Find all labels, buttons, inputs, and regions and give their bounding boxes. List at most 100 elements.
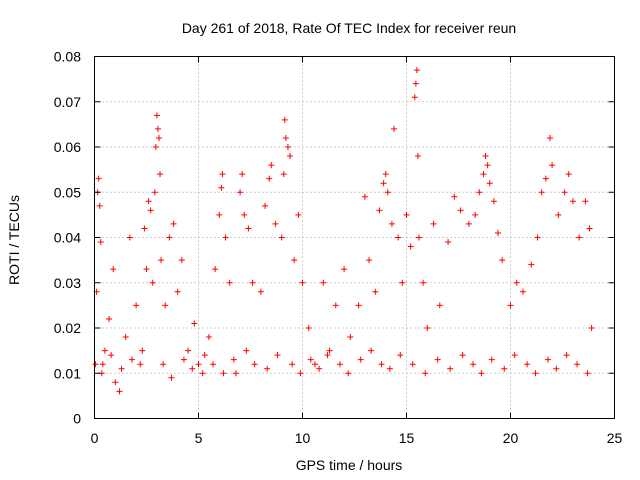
data-point <box>407 243 414 250</box>
data-point <box>451 193 458 200</box>
data-point <box>472 211 479 218</box>
data-point <box>141 225 148 232</box>
data-point <box>320 279 327 286</box>
data-point <box>511 352 518 359</box>
data-point <box>547 134 554 141</box>
x-tick-label: 10 <box>295 430 311 446</box>
data-point <box>576 234 583 241</box>
data-point <box>574 361 581 368</box>
data-point <box>158 257 165 264</box>
data-point <box>287 153 294 160</box>
data-point <box>345 370 352 377</box>
data-point <box>412 80 419 87</box>
data-point <box>384 189 391 196</box>
data-point <box>239 171 246 178</box>
data-point <box>116 388 123 395</box>
grid-lines <box>94 56 615 419</box>
data-point <box>388 220 395 227</box>
x-tick-labels: 0 5 10 15 20 25 <box>91 430 623 446</box>
data-point <box>430 220 437 227</box>
data-point <box>409 361 416 368</box>
data-point <box>189 365 196 372</box>
data-point <box>395 234 402 241</box>
data-point <box>278 234 285 241</box>
data-point <box>180 356 187 363</box>
data-point <box>95 175 102 182</box>
data-point <box>524 361 531 368</box>
data-point <box>569 198 576 205</box>
data-point <box>137 361 144 368</box>
data-point <box>133 302 140 309</box>
data-point <box>403 211 410 218</box>
data-point <box>507 302 514 309</box>
x-tick-label: 5 <box>195 430 203 446</box>
data-point <box>162 302 169 309</box>
data-point <box>534 234 541 241</box>
y-tick-label: 0.08 <box>54 49 81 65</box>
data-point <box>154 125 161 132</box>
data-point <box>185 347 192 354</box>
y-tick-label: 0.03 <box>54 275 81 291</box>
data-point <box>96 202 103 209</box>
data-point <box>399 279 406 286</box>
data-point <box>243 347 250 354</box>
data-point <box>264 365 271 372</box>
data-point <box>413 67 420 74</box>
data-point <box>378 361 385 368</box>
data-point <box>112 379 119 386</box>
data-point <box>532 370 539 377</box>
data-point <box>155 134 162 141</box>
data-point <box>216 211 223 218</box>
data-point <box>101 347 108 354</box>
y-tick-label: 0.05 <box>54 184 81 200</box>
data-point <box>447 365 454 372</box>
data-point <box>420 279 427 286</box>
data-point <box>424 325 431 331</box>
data-point <box>372 288 379 295</box>
data-point <box>499 257 506 264</box>
data-point <box>484 162 491 169</box>
data-point <box>538 189 545 196</box>
data-point <box>305 325 312 331</box>
data-point <box>281 116 288 123</box>
data-point <box>262 202 269 209</box>
data-point <box>97 239 104 246</box>
data-point <box>519 288 526 295</box>
data-point <box>241 211 248 218</box>
data-point <box>268 162 275 169</box>
data-point <box>549 162 556 169</box>
data-point <box>376 207 383 214</box>
data-point <box>160 361 167 368</box>
data-point <box>110 266 117 273</box>
data-point <box>191 320 198 327</box>
data-point <box>226 279 233 286</box>
data-point <box>386 365 393 372</box>
data-point <box>257 288 264 295</box>
data-point <box>414 153 421 160</box>
y-tick-label: 0.02 <box>54 320 81 336</box>
data-point <box>108 352 115 359</box>
y-tick-label: 0.06 <box>54 139 81 155</box>
data-point <box>553 365 560 372</box>
data-point <box>495 229 502 236</box>
x-tick-label: 20 <box>503 430 519 446</box>
data-point <box>210 361 217 368</box>
data-point <box>218 184 225 191</box>
data-point <box>219 171 226 178</box>
data-point <box>168 374 175 381</box>
data-point <box>501 365 508 372</box>
data-point <box>382 171 389 178</box>
data-point <box>284 144 291 150</box>
data-point <box>166 234 173 241</box>
data-point <box>230 356 237 363</box>
data-point <box>157 171 164 178</box>
data-point <box>563 352 570 359</box>
data-point <box>357 356 364 363</box>
x-tick-label: 15 <box>399 430 415 446</box>
data-point <box>436 302 443 309</box>
data-point <box>486 180 493 187</box>
data-point <box>106 315 113 322</box>
data-point <box>513 279 520 286</box>
data-point <box>422 370 429 377</box>
